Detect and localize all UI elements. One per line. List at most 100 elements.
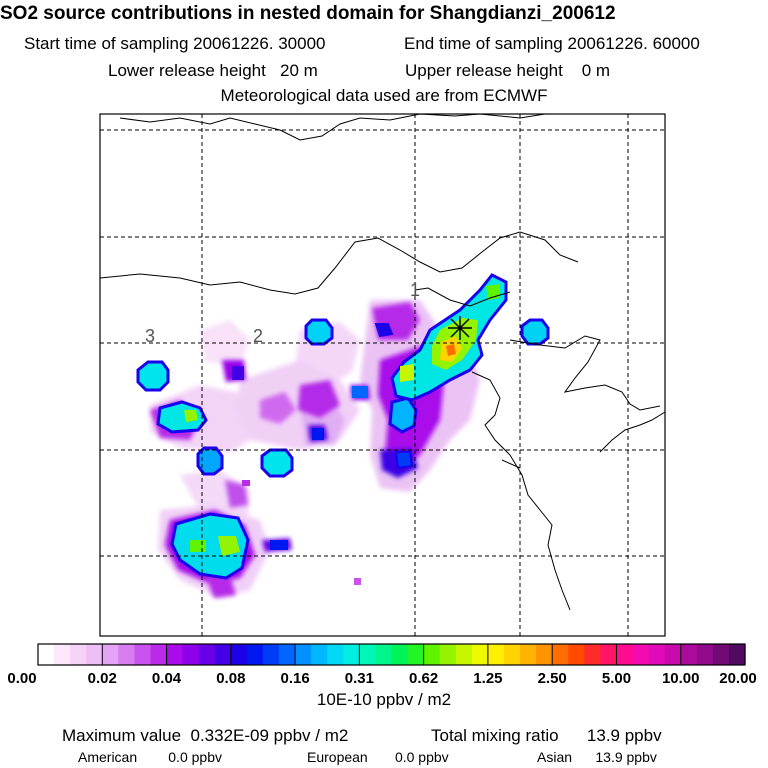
asian-contribution: Asian 13.9 ppbv xyxy=(537,749,657,765)
map-frame xyxy=(99,113,666,637)
colorbar-swatch xyxy=(455,644,473,665)
colorbar-swatch xyxy=(423,644,441,665)
colorbar xyxy=(37,643,746,666)
colorbar-swatch xyxy=(616,644,634,665)
colorbar-swatch xyxy=(680,644,698,665)
isolated-point xyxy=(354,578,361,585)
colorbar-swatch xyxy=(327,644,344,665)
met-data-note: Meteorological data used are from ECMWF xyxy=(220,86,548,105)
total-mixing-ratio: Total mixing ratio 13.9 ppbv xyxy=(431,726,662,746)
end-time-value: 20061226. 60000 xyxy=(567,34,700,53)
colorbar-swatch xyxy=(503,644,521,665)
colorbar-swatch xyxy=(118,644,136,665)
region-label-2: 2 xyxy=(253,326,263,346)
station-plume xyxy=(390,273,508,402)
lower-release-height: Lower release height 20 m xyxy=(108,61,318,81)
european-value: 0.0 ppbv xyxy=(394,749,449,765)
colorbar-swatch xyxy=(439,644,457,665)
colorbar-swatch xyxy=(407,644,425,665)
asian-label: Asian xyxy=(537,749,573,765)
colorbar-tick-label: 0.62 xyxy=(409,670,439,687)
colorbar-swatch xyxy=(696,644,714,665)
colorbar-swatch xyxy=(471,644,489,665)
colorbar-swatch xyxy=(375,644,393,665)
colorbar-swatch xyxy=(712,644,730,665)
colorbar-swatch xyxy=(262,644,280,665)
asian-value: 13.9 ppbv xyxy=(595,749,657,765)
colorbar-swatch xyxy=(182,644,200,665)
colorbar-tick-label: 0.00 xyxy=(7,670,37,687)
colorbar-tick-label: 1.25 xyxy=(473,670,503,687)
european-contribution: European 0.0 ppbv xyxy=(307,749,449,765)
colorbar-swatch xyxy=(664,644,682,665)
concentration-field xyxy=(136,273,550,598)
colorbar-swatch xyxy=(487,644,505,665)
colorbar-swatch xyxy=(150,644,168,665)
upper-release-value: 0 m xyxy=(581,61,611,80)
colorbar-tick-label: 0.08 xyxy=(216,670,246,687)
colorbar-swatch xyxy=(343,644,360,665)
boundary-lines xyxy=(99,113,666,611)
end-time-label: End time of sampling xyxy=(404,34,563,53)
colorbar-tick-label: 5.00 xyxy=(601,670,632,687)
lat-lon-grid xyxy=(100,114,665,636)
colorbar-swatch xyxy=(102,644,119,665)
upper-release-label: Upper release height xyxy=(405,61,563,80)
figure-title: SO2 source contributions in nested domai… xyxy=(0,3,616,24)
maximum-value-label: Maximum value xyxy=(62,726,182,745)
colorbar-tick-label: 10.00 xyxy=(661,670,700,687)
colorbar-swatch xyxy=(54,644,71,665)
colorbar-tick-label: 0.16 xyxy=(280,670,310,687)
colorbar-swatch xyxy=(648,644,666,665)
region-label-1: 1 xyxy=(410,280,420,300)
end-time: End time of sampling 20061226. 60000 xyxy=(404,34,700,54)
colorbar-swatch xyxy=(38,644,55,665)
colorbar-tick-label: 20.00 xyxy=(719,670,757,687)
colorbar-swatch xyxy=(295,644,312,665)
colorbar-swatch xyxy=(311,644,328,665)
start-time: Start time of sampling 20061226. 30000 xyxy=(24,34,326,54)
station-star-icon xyxy=(448,316,472,340)
colorbar-swatch xyxy=(584,644,601,665)
colorbar-frame xyxy=(37,643,746,666)
american-contribution: American 0.0 ppbv xyxy=(78,749,222,765)
colorbar-tick-label: 0.02 xyxy=(87,670,117,687)
total-mixing-ratio-value: 13.9 ppbv xyxy=(586,726,662,745)
colorbar-swatch xyxy=(279,644,296,665)
colorbar-swatch xyxy=(86,644,103,665)
european-label: European xyxy=(307,749,368,765)
start-time-value: 20061226. 30000 xyxy=(193,34,326,53)
lower-release-label: Lower release height xyxy=(108,61,266,80)
start-time-label: Start time of sampling xyxy=(24,34,189,53)
colorbar-swatch xyxy=(632,644,650,665)
colorbar-swatch xyxy=(359,644,377,665)
american-label: American xyxy=(78,749,138,765)
colorbar-swatch xyxy=(520,644,537,665)
colorbar-swatch xyxy=(552,644,569,665)
hotspots xyxy=(136,318,550,580)
lower-release-value: 20 m xyxy=(280,61,318,80)
colorbar-swatch xyxy=(230,644,248,665)
colorbar-tick-label: 0.04 xyxy=(151,670,182,687)
colorbar-unit: 10E-10 ppbv / m2 xyxy=(316,690,452,709)
maximum-value-number: 0.332E-09 ppbv / m2 xyxy=(190,726,349,745)
colorbar-swatch xyxy=(166,644,184,665)
colorbar-swatch xyxy=(600,644,618,665)
colorbar-tick-label: 0.31 xyxy=(344,670,374,687)
colorbar-swatch xyxy=(214,644,232,665)
colorbar-swatch xyxy=(568,644,585,665)
american-value: 0.0 ppbv xyxy=(168,749,222,765)
region-label-3: 3 xyxy=(145,326,155,346)
colorbar-swatch xyxy=(536,644,553,665)
colorbar-swatch xyxy=(391,644,409,665)
colorbar-tick-label: 2.50 xyxy=(537,670,567,687)
colorbar-swatch xyxy=(728,644,746,665)
isolated-point xyxy=(242,480,250,486)
upper-release-height: Upper release height 0 m xyxy=(405,61,610,81)
total-mixing-ratio-label: Total mixing ratio xyxy=(431,726,559,745)
colorbar-swatch xyxy=(246,644,264,665)
colorbar-swatch xyxy=(134,644,152,665)
maximum-value: Maximum value 0.332E-09 ppbv / m2 xyxy=(62,726,348,746)
